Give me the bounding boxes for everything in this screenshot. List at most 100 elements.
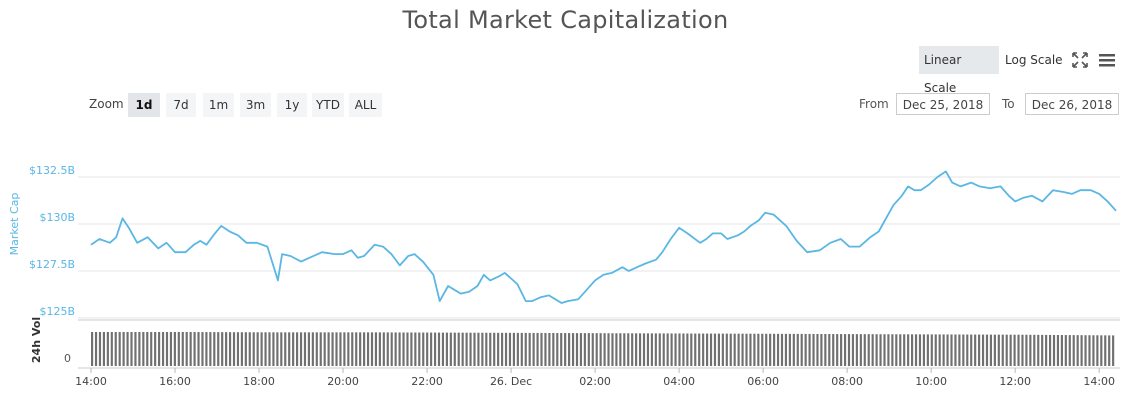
volume-bar xyxy=(256,332,259,366)
volume-bar xyxy=(934,334,937,366)
volume-bar xyxy=(690,333,693,366)
volume-bar xyxy=(394,332,397,366)
volume-bar xyxy=(130,332,133,366)
volume-bar xyxy=(493,332,496,366)
volume-bar xyxy=(682,333,685,366)
fullscreen-icon[interactable] xyxy=(1071,51,1089,69)
linear-scale-button[interactable]: Linear Scale xyxy=(919,46,999,95)
volume-bar xyxy=(840,334,843,366)
volume-bar xyxy=(288,332,291,366)
volume-bar xyxy=(146,332,149,366)
volume-bar xyxy=(560,333,563,366)
to-date-input[interactable]: Dec 26, 2018 xyxy=(1025,93,1119,115)
volume-bar xyxy=(217,332,220,366)
volume-bar xyxy=(603,333,606,366)
log-scale-button[interactable]: Log Scale xyxy=(1005,53,1063,67)
volume-bar xyxy=(871,334,874,366)
volume-bar xyxy=(189,332,192,366)
volume-bar xyxy=(343,332,346,366)
volume-bar xyxy=(142,332,145,366)
volume-bar xyxy=(1072,335,1075,366)
volume-bar xyxy=(867,334,870,366)
x-tick-label: 14:00 xyxy=(75,375,107,388)
volume-bar xyxy=(1068,335,1071,366)
volume-bar xyxy=(347,332,350,366)
volume-bar xyxy=(1017,334,1020,366)
volume-bar xyxy=(248,332,251,366)
volume-bar xyxy=(583,333,586,366)
volume-bar xyxy=(390,332,393,366)
volume-bar xyxy=(773,333,776,366)
volume-bar xyxy=(1064,335,1067,366)
volume-bar xyxy=(776,333,780,366)
volume-bar xyxy=(469,332,472,366)
volume-bar xyxy=(851,334,855,366)
volume-bar xyxy=(662,333,665,366)
volume-bar xyxy=(855,334,858,366)
volume-bar xyxy=(666,333,669,366)
volume-bar xyxy=(292,332,295,366)
volume-bar xyxy=(859,334,862,366)
zoom-3m-button[interactable]: 3m xyxy=(240,93,271,117)
volume-bar xyxy=(260,332,263,366)
volume-zero-label: 0 xyxy=(64,352,71,365)
zoom-1m-button[interactable]: 1m xyxy=(203,93,234,117)
volume-bar xyxy=(847,334,851,366)
volume-bar xyxy=(363,332,366,366)
volume-bar xyxy=(895,334,898,366)
zoom-1d-button[interactable]: 1d xyxy=(128,93,160,117)
volume-bar xyxy=(536,332,539,366)
volume-bar xyxy=(595,333,598,366)
volume-axis-title: 24h Vol xyxy=(30,317,43,363)
volume-bar xyxy=(457,332,460,366)
volume-bar xyxy=(670,333,673,366)
volume-bar xyxy=(374,332,378,366)
volume-bar xyxy=(737,333,740,366)
volume-bar xyxy=(1080,335,1083,366)
from-label: From xyxy=(859,97,889,111)
volume-bar xyxy=(335,332,338,366)
volume-bar xyxy=(548,332,551,366)
volume-bar xyxy=(568,333,571,366)
zoom-1y-button[interactable]: 1y xyxy=(277,93,307,117)
from-date-input[interactable]: Dec 25, 2018 xyxy=(896,93,990,115)
volume-bar xyxy=(808,333,811,366)
market-cap-line xyxy=(90,170,1117,304)
volume-bar xyxy=(1041,334,1044,366)
volume-bar xyxy=(741,333,744,366)
volume-bar xyxy=(887,334,890,366)
volume-bar xyxy=(784,333,788,366)
volume-bar xyxy=(607,333,610,366)
zoom-ytd-button[interactable]: YTD xyxy=(312,93,344,117)
zoom-all-button[interactable]: ALL xyxy=(349,93,382,117)
volume-bar xyxy=(169,332,173,366)
volume-bar xyxy=(221,332,224,366)
volume-bar xyxy=(654,333,657,366)
volume-bar xyxy=(922,334,925,366)
volume-bar xyxy=(449,332,452,366)
x-tick-label: 20:00 xyxy=(327,375,359,388)
volume-bar xyxy=(836,334,839,366)
volume-bar xyxy=(1025,334,1028,366)
volume-bar xyxy=(165,332,169,366)
volume-bar xyxy=(102,332,105,366)
volume-bar xyxy=(461,332,464,366)
volume-bar xyxy=(1021,334,1024,366)
volume-bar xyxy=(1037,334,1040,366)
volume-bar xyxy=(812,333,815,366)
volume-bar xyxy=(678,333,681,366)
volume-bar xyxy=(619,333,622,366)
volume-bar xyxy=(307,332,310,366)
volume-bar xyxy=(414,332,417,366)
volume-bar xyxy=(1029,334,1032,366)
volume-bar xyxy=(311,332,314,366)
volume-bar xyxy=(497,332,500,366)
volume-bar xyxy=(1033,334,1036,366)
hamburger-menu-icon[interactable] xyxy=(1098,51,1116,69)
volume-bar xyxy=(359,332,362,366)
volume-bar xyxy=(824,334,827,366)
zoom-7d-button[interactable]: 7d xyxy=(166,93,196,117)
volume-bar xyxy=(236,332,240,366)
x-tick-label: 02:00 xyxy=(579,375,611,388)
